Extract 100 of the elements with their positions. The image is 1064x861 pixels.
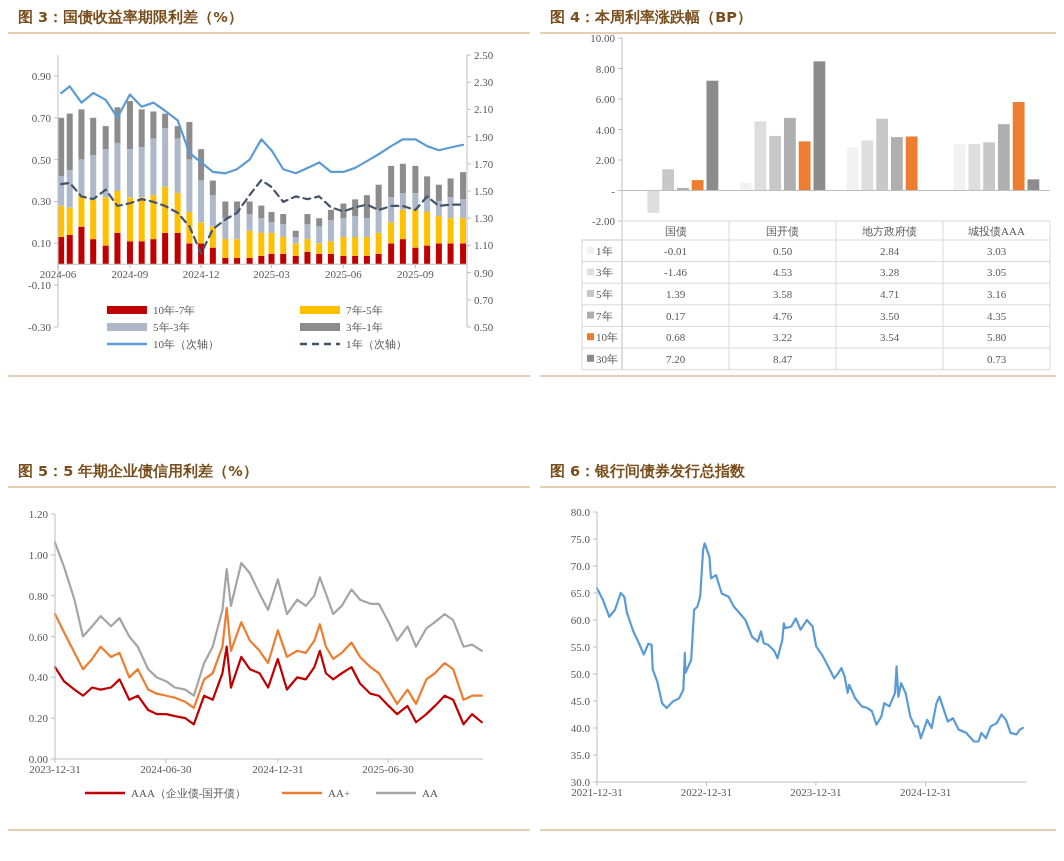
bar [234, 211, 241, 240]
data-label: 0.50 [772, 244, 793, 257]
bar [304, 214, 311, 225]
chart-title: 图 3：国债收益率期限利差（%） [18, 8, 243, 25]
bar [1012, 102, 1025, 191]
bar [246, 230, 253, 258]
bar [222, 201, 229, 219]
legend-label: 3年-1年 [346, 321, 383, 333]
bar [280, 237, 287, 254]
y-tick-label: 2.00 [595, 154, 616, 166]
bar [691, 180, 704, 191]
y-tick-label: - [611, 184, 616, 197]
bar [460, 218, 467, 244]
legend-label: 1年 [596, 244, 613, 257]
data-label: 3.50 [879, 309, 900, 322]
bar [304, 224, 311, 240]
x-tick-label: 2024-09 [111, 268, 149, 281]
y-tick-label: 0.50 [31, 153, 52, 166]
data-label: 3.54 [879, 331, 900, 344]
y-tick-label: 35.0 [570, 749, 591, 761]
bar [783, 117, 796, 191]
bar [352, 255, 359, 265]
bar [138, 147, 145, 198]
data-label: 4.76 [772, 309, 793, 322]
bar [198, 222, 205, 244]
legend-label: 3年 [596, 266, 613, 279]
y-tick-label: 1.00 [28, 548, 49, 561]
y-tick-label: -0.10 [28, 279, 52, 292]
legend-label: 5年-3年 [153, 321, 190, 333]
bar [424, 245, 431, 265]
bar [412, 247, 419, 265]
line-series [53, 606, 483, 710]
bar [399, 193, 406, 210]
legend-label: 10年-7年 [153, 304, 196, 316]
bar [968, 143, 981, 191]
bar [78, 109, 85, 160]
bar [363, 195, 370, 219]
bar [316, 218, 323, 227]
bar [126, 197, 133, 242]
y-tick-label: 0.00 [28, 753, 49, 765]
legend-label: 10年 [596, 331, 618, 344]
x-tick-label: 2021-12-31 [571, 786, 623, 798]
x-tick-label: 2024-12 [182, 268, 220, 281]
bar [174, 193, 181, 233]
bar [460, 199, 467, 219]
bar [268, 211, 275, 223]
bar [435, 184, 442, 202]
legend-label: 1年（次轴） [346, 338, 407, 350]
bar [399, 239, 406, 265]
bar [754, 121, 767, 191]
x-tick-label: 2025-09 [397, 268, 435, 281]
data-label: 4.53 [772, 266, 793, 279]
bar [375, 184, 382, 210]
data-label: 0.73 [986, 352, 1007, 365]
bar [435, 243, 442, 265]
bar [363, 255, 370, 265]
bar [890, 137, 903, 191]
chart-title: 图 5：5 年期企业债信用利差（%） [18, 463, 258, 479]
x-tick-label: 国债 [664, 224, 687, 237]
data-label: 3.22 [772, 331, 793, 344]
bar [340, 255, 347, 265]
bar [102, 126, 109, 150]
x-tick-label: 2025-06-30 [362, 763, 415, 775]
bar [66, 207, 73, 235]
bar [412, 209, 419, 248]
bar [861, 140, 874, 191]
bar [114, 142, 121, 191]
y-tick-label: 50.0 [570, 668, 591, 680]
x-tick-label: 2023-12-31 [29, 763, 81, 775]
bar [222, 257, 229, 265]
bar [399, 209, 406, 240]
bar [138, 241, 145, 265]
bar [905, 136, 918, 191]
y-tick-label: 60.0 [570, 614, 591, 626]
legend-label: AA [422, 787, 438, 799]
bar [174, 126, 181, 139]
bar [126, 149, 133, 198]
bar [78, 226, 85, 265]
bar [234, 257, 241, 265]
line-series [53, 541, 483, 697]
y-tick-label: 30.0 [570, 776, 591, 788]
bar [162, 186, 169, 233]
bar [424, 199, 431, 212]
legend-label: 30年 [596, 352, 618, 365]
y2-tick-label: 2.30 [474, 76, 494, 89]
bar [363, 237, 370, 256]
data-label: 5.80 [986, 331, 1007, 344]
bar [174, 138, 181, 194]
bar [102, 149, 109, 198]
y-tick-label: 75.0 [570, 533, 591, 545]
bar [90, 199, 97, 240]
y2-tick-label: 1.50 [474, 185, 494, 197]
data-label: 7.20 [665, 352, 686, 365]
y-tick-label: 55.0 [570, 641, 591, 653]
y-tick-label: 1.20 [28, 508, 49, 520]
bar [388, 222, 395, 244]
y2-tick-label: 1.10 [474, 239, 494, 252]
bar [435, 201, 442, 217]
x-tick-label: 2025-06 [325, 268, 363, 281]
x-tick-label: 2024-06-30 [140, 763, 192, 775]
